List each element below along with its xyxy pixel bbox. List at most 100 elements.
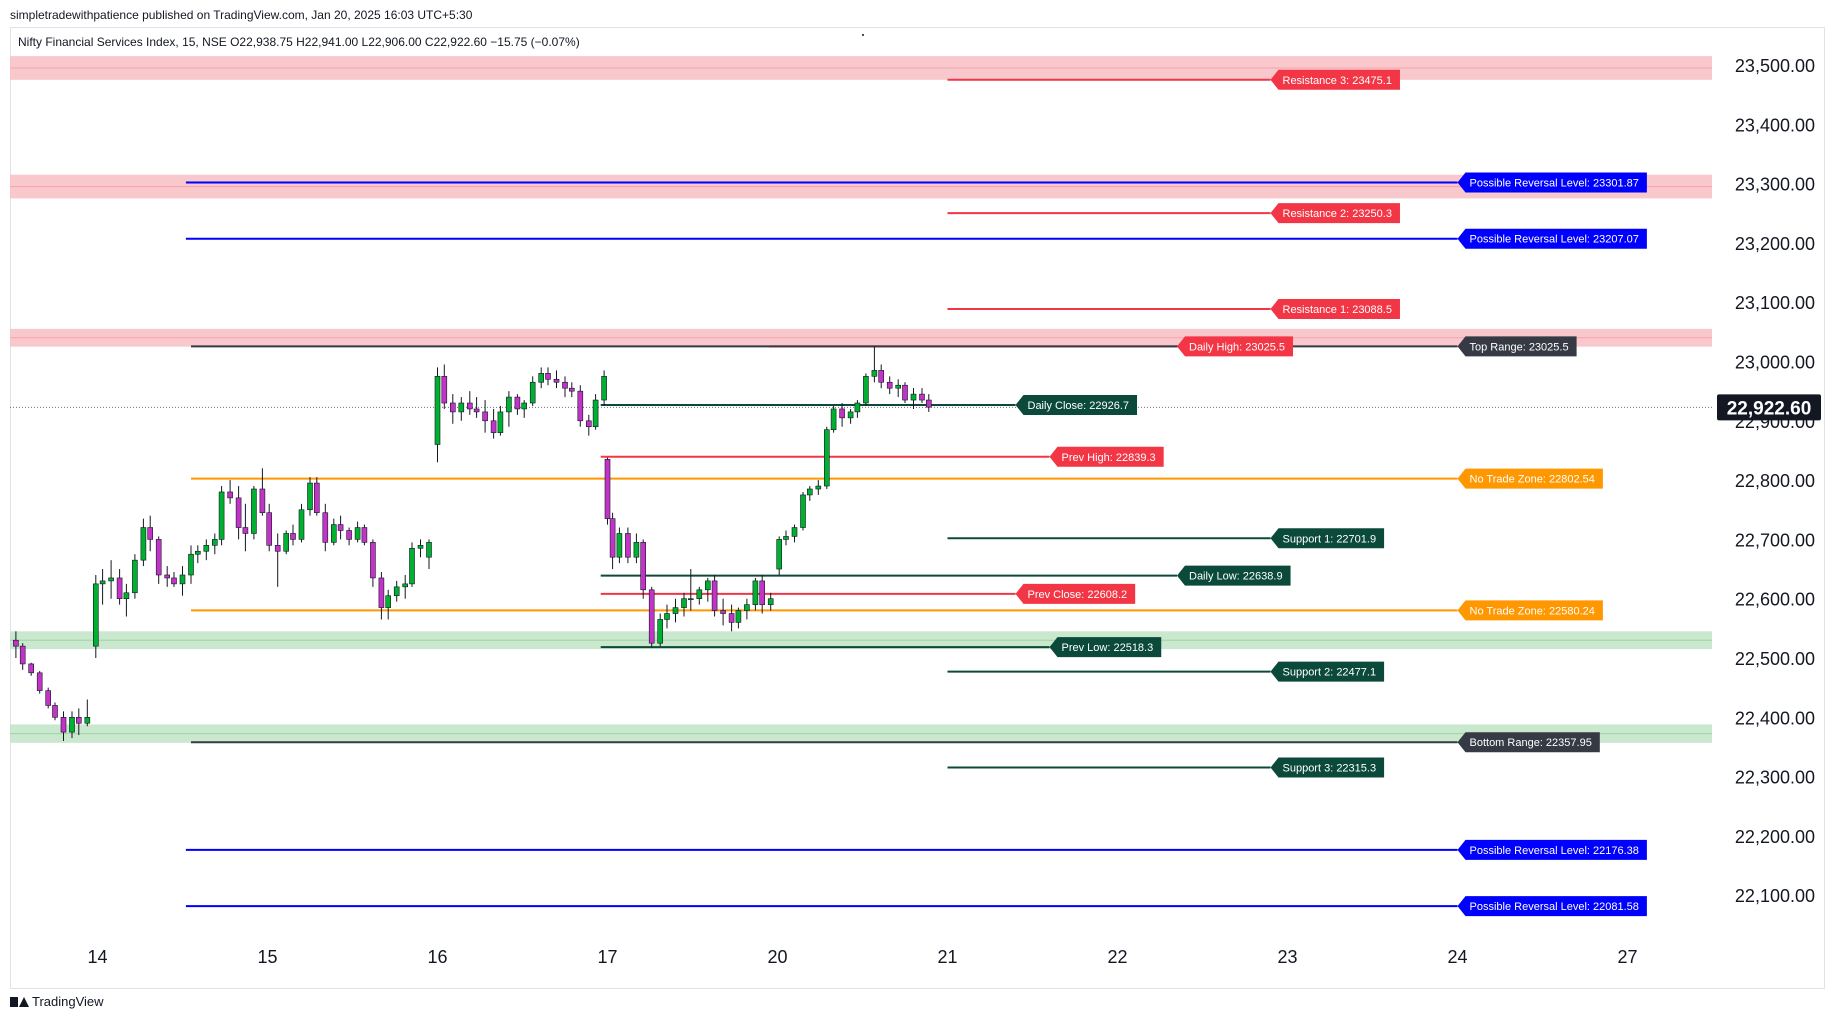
candle-80 xyxy=(640,539,647,599)
y-tick-0: 22,100.00 xyxy=(1735,886,1815,906)
candle-92 xyxy=(735,607,742,629)
candle-body xyxy=(553,378,560,383)
candle-50 xyxy=(409,542,415,587)
chart-frame[interactable] xyxy=(10,27,1825,989)
candle-body xyxy=(402,583,409,588)
level-label-bg xyxy=(1049,446,1164,467)
level-label-text: Possible Reversal Level: 22081.58 xyxy=(1470,901,1639,913)
candle-29 xyxy=(242,503,249,552)
candle-27 xyxy=(227,480,233,504)
level-label-text: Daily Low: 22638.9 xyxy=(1189,571,1283,583)
level-label-17: Support 3: 22315.3 xyxy=(1270,757,1385,778)
candle-body xyxy=(648,589,655,644)
level-label-text: Support 2: 22477.1 xyxy=(1283,667,1377,679)
candle-15 xyxy=(132,554,138,599)
candle-body xyxy=(330,524,337,543)
candle-98 xyxy=(783,530,789,546)
candle-body xyxy=(473,408,480,413)
level-label-text: Possible Reversal Level: 22176.38 xyxy=(1470,845,1639,857)
level-label-text: Resistance 2: 23250.3 xyxy=(1283,208,1392,220)
level-label-text: Prev High: 22839.3 xyxy=(1062,452,1156,464)
level-label-text: Resistance 3: 23475.1 xyxy=(1283,75,1392,87)
candle-2 xyxy=(28,662,35,676)
candle-105 xyxy=(839,403,845,427)
candle-28 xyxy=(235,486,242,540)
candle-body xyxy=(370,542,376,579)
candle-65 xyxy=(529,376,536,406)
candle-body xyxy=(274,545,281,552)
level-label-bg xyxy=(1270,69,1400,90)
candle-46 xyxy=(378,572,385,620)
candle-77 xyxy=(616,527,623,564)
candle-23 xyxy=(195,545,201,564)
candle-20 xyxy=(171,572,177,587)
candle-body xyxy=(767,598,774,605)
candle-54 xyxy=(441,364,448,409)
candle-body xyxy=(609,518,616,558)
candle-body xyxy=(195,550,201,555)
candle-body xyxy=(266,512,273,546)
candle-body xyxy=(681,598,687,608)
footer-brand[interactable]: TradingView xyxy=(10,994,104,1009)
level-label-bg xyxy=(1457,468,1603,489)
candle-body xyxy=(871,370,878,377)
candle-body xyxy=(830,408,837,430)
candle-body xyxy=(657,619,664,644)
x-tick-8: 24 xyxy=(1447,947,1467,967)
candle-body xyxy=(60,716,67,733)
level-label-text: Prev Low: 22518.3 xyxy=(1062,642,1154,654)
level-label-2: Resistance 2: 23250.3 xyxy=(1270,203,1400,224)
candle-37 xyxy=(307,477,313,516)
level-label-text: Daily High: 23025.5 xyxy=(1189,341,1285,353)
candle-body xyxy=(179,574,186,585)
candle-body xyxy=(696,589,703,599)
candle-body xyxy=(36,672,43,691)
candle-body xyxy=(251,488,257,534)
candle-58 xyxy=(473,397,480,418)
candle-103 xyxy=(823,426,830,489)
candle-body xyxy=(393,586,400,597)
level-label-5: Daily High: 23025.5 xyxy=(1177,336,1294,357)
candle-6 xyxy=(60,711,67,742)
candle-body xyxy=(458,402,465,413)
candle-body xyxy=(711,580,718,611)
candle-body xyxy=(616,533,623,558)
candle-body xyxy=(791,527,798,537)
level-label-11: Daily Low: 22638.9 xyxy=(1177,565,1291,586)
candle-body xyxy=(322,512,329,543)
zones-layer xyxy=(10,56,1712,743)
candle-body xyxy=(854,402,861,413)
level-label-bg xyxy=(1457,896,1647,917)
candle-body xyxy=(902,384,908,401)
x-tick-7: 23 xyxy=(1277,947,1297,967)
level-label-bg xyxy=(1015,583,1136,604)
candle-body xyxy=(164,574,170,579)
level-label-bg xyxy=(1457,228,1647,249)
candle-body xyxy=(664,613,670,620)
candle-107 xyxy=(854,400,861,418)
candle-body xyxy=(919,393,925,401)
candle-body xyxy=(687,598,694,601)
candle-body xyxy=(298,509,305,540)
candle-body xyxy=(863,376,869,404)
candle-body xyxy=(592,399,599,428)
candle-33 xyxy=(274,533,281,587)
candle-69 xyxy=(562,376,568,398)
candle-body xyxy=(720,610,726,614)
time-axis[interactable]: 14 15 16 17 20 21 22 23 24 27 xyxy=(87,947,1637,967)
level-label-text: No Trade Zone: 22802.54 xyxy=(1470,474,1595,486)
candle-108 xyxy=(863,373,869,406)
level-label-text: Possible Reversal Level: 23207.07 xyxy=(1470,234,1639,246)
candle-74 xyxy=(601,370,607,406)
candle-body xyxy=(601,376,607,401)
candle-61 xyxy=(497,405,504,436)
y-tick-4: 22,500.00 xyxy=(1735,649,1815,669)
y-tick-10: 23,100.00 xyxy=(1735,293,1815,313)
level-label-12: Prev Close: 22608.2 xyxy=(1015,583,1136,604)
candle-53 xyxy=(434,367,441,463)
candle-1 xyxy=(19,643,26,670)
candle-19 xyxy=(164,566,170,587)
candle-body xyxy=(497,411,504,433)
price-axis[interactable]: 22,100.00 22,200.00 22,300.00 22,400.00 22,5… xyxy=(1717,56,1821,906)
